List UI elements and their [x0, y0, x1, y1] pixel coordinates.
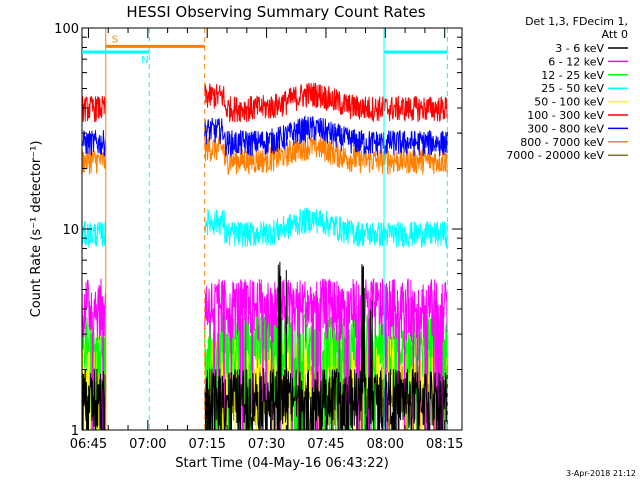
series-layer — [82, 82, 448, 430]
y-tick-label: 100 — [54, 22, 79, 37]
legend-entry-label: 7000 - 20000 keV — [506, 149, 604, 162]
y-tick-label: 10 — [62, 223, 79, 238]
y-axis: 1 10 100 — [54, 22, 462, 439]
legend-header: Det 1,3, FDecim 1, — [525, 15, 628, 28]
chart-title: HESSI Observing Summary Count Rates — [126, 3, 425, 21]
legend-entry-label: 6 - 12 keV — [548, 55, 604, 68]
series-line — [82, 278, 448, 430]
x-tick-label: 07:15 — [188, 437, 225, 452]
legend-header: Att 0 — [602, 28, 628, 41]
x-tick-label: 08:15 — [426, 437, 463, 452]
x-axis: 06:45 07:00 07:15 07:30 07:45 08:00 08:15 — [70, 28, 463, 452]
legend-entry-label: 100 - 300 keV — [527, 109, 604, 122]
flag-label: N — [141, 55, 148, 66]
overlay-layer — [105, 28, 448, 430]
legend-entry-label: 800 - 7000 keV — [520, 136, 604, 149]
x-tick-label: 08:00 — [367, 437, 404, 452]
x-tick-label: 07:45 — [307, 437, 344, 452]
legend-entry-label: 300 - 800 keV — [527, 122, 604, 135]
legend-entry-label: 3 - 6 keV — [555, 42, 604, 55]
x-tick-label: 07:00 — [129, 437, 166, 452]
footer-date: 3-Apr-2018 21:12 — [566, 469, 636, 478]
x-axis-label: Start Time (04-May-16 06:43:22) — [175, 456, 389, 471]
y-tick-label: 1 — [71, 424, 79, 439]
x-tick-label: 06:45 — [70, 437, 107, 452]
y-axis-label: Count Rate (s⁻¹ detector⁻¹) — [29, 141, 44, 318]
legend-entry-label: 25 - 50 keV — [541, 82, 604, 95]
series-line — [82, 82, 448, 123]
legend-entry-label: 50 - 100 keV — [534, 96, 604, 109]
legend-entry-label: 12 - 25 keV — [541, 69, 604, 82]
series-line — [82, 207, 448, 248]
series-line — [82, 115, 448, 157]
x-tick-label: 07:30 — [248, 437, 285, 452]
series-line — [82, 261, 448, 430]
flag-label: S — [112, 34, 118, 45]
